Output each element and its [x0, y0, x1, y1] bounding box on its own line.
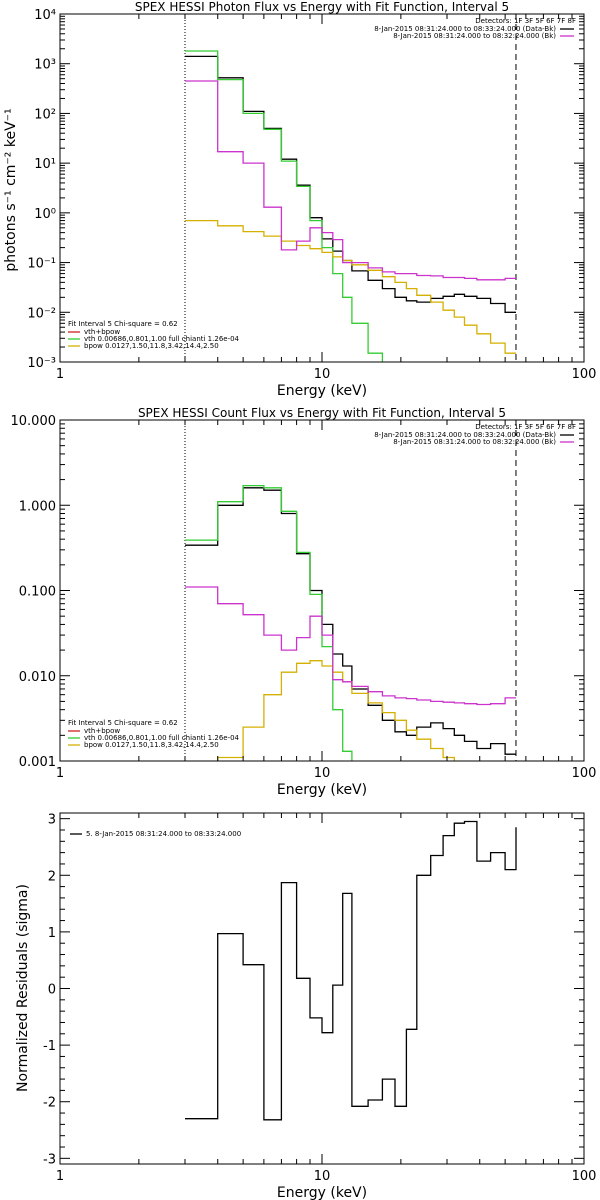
y-tick-label: 10⁴: [34, 8, 56, 23]
y-tick-label: 0: [48, 983, 56, 998]
chart-panel-1: SPEX HESSI Photon Flux vs Energy with Fi…: [3, 0, 597, 399]
y-tick-label: 10¹: [34, 157, 56, 172]
y-tick-label: 10⁰: [34, 207, 56, 222]
chart-panel-3: 1 10 100 Energy (keV) -3 -2 -1 0 1 2 3 Normalized R…: [15, 812, 597, 1200]
x-tick-label: 1: [56, 766, 64, 781]
series-group: [185, 50, 516, 362]
chart-panel-2: SPEX HESSI Count Flux vs Energy with Fit…: [11, 406, 597, 798]
y-axis-label: photons s⁻¹ cm⁻² keV⁻¹: [3, 108, 19, 271]
y-tick-label: -1: [43, 1039, 56, 1054]
series-data: [185, 586, 516, 706]
series-vth-bpow: [185, 487, 516, 755]
x-tick-label: 10: [314, 367, 331, 382]
x-axis-label: Energy (keV): [277, 1185, 367, 1200]
detectors-label: Detectors: 1F 3F 5F 6F 7F 8F: [475, 423, 576, 431]
series-bpow: [217, 660, 455, 761]
y-tick-label: 2: [48, 869, 56, 884]
legend-left-label: vth 0.00686,0.801,1.00 full chianti 1.26…: [84, 734, 240, 742]
y-tick-label: 10⁻¹: [27, 257, 56, 272]
legend-left-header: Fit Interval 5 Chi-square = 0.62: [68, 320, 178, 328]
x-tick-label: 10: [314, 1169, 331, 1184]
x-axis-label: Energy (keV): [277, 782, 367, 798]
legend-right-label: 8-Jan-2015 08:31:24.000 to 08:32:24.000 …: [393, 438, 556, 446]
x-tick-label: 1: [56, 367, 64, 382]
series-group: [185, 484, 516, 761]
chart-title: SPEX HESSI Photon Flux vs Energy with Fi…: [135, 0, 509, 14]
y-tick-label: 0.010: [19, 670, 56, 685]
y-tick-label: -2: [43, 1096, 56, 1111]
y-tick-label: 0.001: [19, 755, 56, 770]
legend-left-label: vth 0.00686,0.801,1.00 full chianti 1.26…: [84, 335, 240, 343]
legend-left-label: bpow 0.0127,1.50,11.8,3.42,14.4,2.50: [84, 741, 219, 749]
x-tick-label: 1: [56, 1169, 64, 1184]
y-axis-label: Normalized Residuals (sigma): [15, 884, 31, 1092]
legend-left-label: bpow 0.0127,1.50,11.8,3.42,14.4,2.50: [84, 342, 219, 350]
legend-left-label: vth+bpow: [84, 727, 120, 735]
legend-right-label: 8-Jan-2015 08:31:24.000 to 08:33:24.000 …: [374, 431, 556, 439]
legend-right-label: 8-Jan-2015 08:31:24.000 to 08:32:24.000 …: [393, 32, 556, 40]
x-tick-label: 100: [572, 367, 597, 382]
y-tick-label: 10²: [34, 107, 56, 122]
legend-right-label: 8-Jan-2015 08:31:24.000 to 08:33:24.000 …: [374, 25, 556, 33]
y-tick-label: 10⁻³: [27, 356, 56, 371]
x-tick-label: 100: [572, 1169, 597, 1184]
y-tick-label: 10.000: [11, 414, 57, 429]
detectors-label: Detectors: 1F 3F 5F 6F 7F 8F: [475, 17, 576, 25]
chart-title: SPEX HESSI Count Flux vs Energy with Fit…: [138, 406, 506, 420]
series-group: [185, 820, 517, 1121]
y-tick-label: -3: [43, 1152, 56, 1167]
series-5-8-jan-2015-08-31-24-000-to-08-33-24-000: [185, 820, 517, 1121]
legend-left-header: Fit Interval 5 Chi-square = 0.62: [68, 719, 178, 727]
y-tick-label: 10³: [34, 58, 56, 73]
y-tick-label: 1: [48, 926, 56, 941]
series-data: [185, 80, 516, 281]
y-tick-label: 1.000: [19, 499, 56, 514]
series-vth-bpow: [185, 55, 516, 313]
y-tick-label: 10⁻²: [27, 306, 56, 321]
series-bpow: [185, 219, 516, 354]
legend-left-label: vth+bpow: [84, 328, 120, 336]
series-vth: [185, 484, 353, 761]
x-tick-label: 100: [572, 766, 597, 781]
series-vth: [185, 50, 384, 362]
y-tick-label: 0.100: [19, 585, 56, 600]
legend-left-label: 5. 8-Jan-2015 08:31:24.000 to 08:33:24.0…: [86, 830, 241, 838]
y-tick-label: 3: [48, 813, 56, 828]
x-axis-label: Energy (keV): [277, 383, 367, 399]
x-tick-label: 10: [314, 766, 331, 781]
